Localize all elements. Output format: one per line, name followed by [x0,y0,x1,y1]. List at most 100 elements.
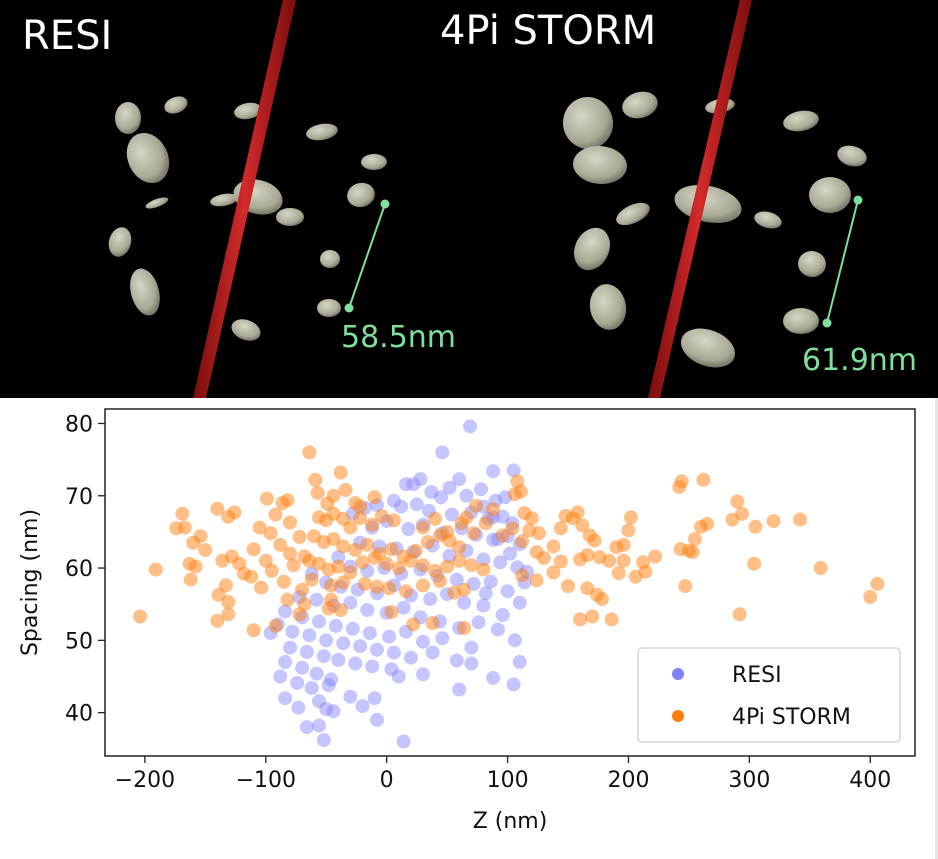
data-point [336,539,351,554]
legend-marker-4pi-storm [672,710,684,722]
data-point [379,556,394,571]
data-point [291,700,306,715]
data-point [570,505,585,520]
data-point [435,631,450,646]
data-point [391,669,406,684]
data-point [512,595,527,610]
data-point [503,546,517,561]
data-point [434,490,449,505]
data-point [276,574,291,589]
data-point [424,485,439,500]
plot-frame [104,408,916,757]
data-point [476,552,491,567]
data-point [486,670,501,685]
data-point [425,645,440,660]
data-point [273,669,288,684]
data-point [333,603,348,617]
data-point [688,532,702,547]
data-point [396,600,411,615]
data-point [374,509,389,523]
resi-panel-scene [108,0,390,398]
blob [562,97,614,149]
blob [809,177,851,213]
data-point [263,526,278,541]
data-point [283,515,297,530]
data-point [343,595,358,610]
data-point [416,578,430,593]
data-point [478,516,493,531]
data-point [529,573,544,588]
data-point [268,618,283,633]
data-point [500,584,515,599]
data-point [506,677,521,692]
data-point [553,554,568,569]
data-point [863,590,878,604]
blob [361,154,387,170]
resi-blobs [108,96,387,341]
blob [130,268,160,316]
data-point [316,733,331,748]
data-point [459,488,474,503]
x-tick-label: −100 [236,768,296,793]
data-point [515,534,530,549]
data-point [324,578,339,593]
series-4pi-storm [133,445,885,638]
data-point [343,565,358,580]
data-point [416,520,430,535]
points-layer [133,419,885,749]
data-point [466,526,481,541]
data-point [399,584,413,599]
data-point [264,563,279,578]
blob [126,132,170,184]
data-point [304,572,319,587]
blob [145,197,169,209]
data-point [326,532,341,547]
data-point [175,506,190,521]
data-point [464,558,479,573]
data-point [384,662,399,677]
data-point [585,609,600,624]
data-point [445,507,459,522]
data-point [331,652,346,667]
data-point [221,595,236,609]
data-point [280,493,295,508]
data-point [452,540,467,555]
data-point [464,640,479,655]
data-point [616,553,631,568]
data-point [440,524,455,539]
data-point [384,605,399,620]
data-point [268,507,283,522]
data-point [183,572,198,587]
legend-label-4pi-storm: 4Pi STORM [732,705,851,730]
y-axis: 40 50 60 70 80 [65,412,105,727]
data-point [278,691,293,706]
data-point [587,533,602,548]
data-point [648,549,663,564]
data-point [252,520,267,535]
data-point [476,562,491,577]
data-point [495,528,510,543]
data-point [254,580,268,595]
data-point [440,559,455,574]
data-point [292,530,307,544]
x-tick-label: 400 [849,768,891,793]
data-point [512,655,527,669]
data-point [297,597,312,612]
data-point [428,511,442,526]
data-point [304,681,319,695]
data-point [416,634,430,649]
blob [115,102,141,134]
data-point [638,564,653,579]
data-point [328,618,343,633]
data-point [394,499,409,514]
data-point [616,537,631,552]
x-tick-label: 200 [607,768,649,793]
blob [680,328,736,368]
data-point [506,463,521,478]
data-point [457,595,472,610]
data-point [604,612,619,627]
data-point [406,477,421,492]
y-tick-label: 40 [65,702,93,727]
data-point [553,521,568,536]
data-point [471,615,486,630]
